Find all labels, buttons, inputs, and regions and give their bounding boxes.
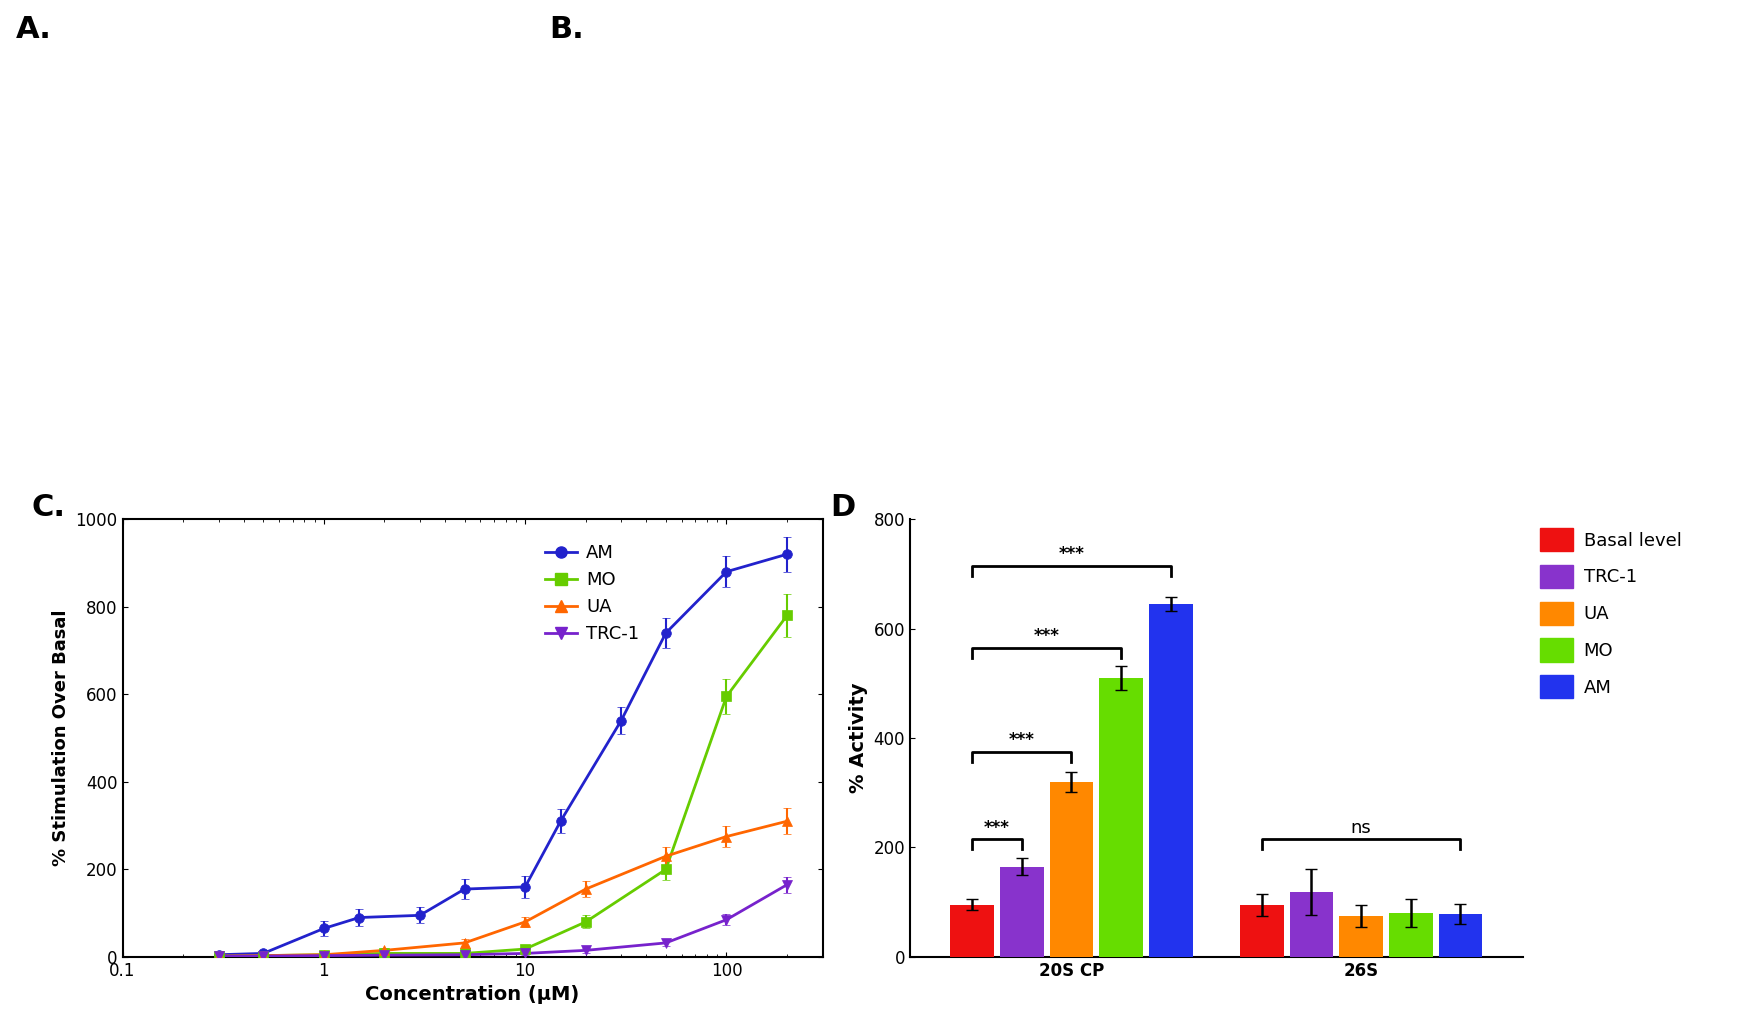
Bar bbox=[1290, 893, 1334, 957]
Bar bbox=[950, 905, 994, 957]
Text: B.: B. bbox=[550, 15, 584, 44]
Legend: AM, MO, UA, TRC-1: AM, MO, UA, TRC-1 bbox=[537, 536, 648, 651]
Bar bbox=[1099, 678, 1143, 957]
Bar bbox=[999, 866, 1043, 957]
Bar bbox=[1150, 604, 1192, 957]
Text: C.: C. bbox=[31, 493, 65, 522]
Bar bbox=[1241, 905, 1284, 957]
Bar bbox=[1050, 782, 1094, 957]
X-axis label: Concentration (μM): Concentration (μM) bbox=[366, 985, 579, 1005]
Text: A.: A. bbox=[16, 15, 52, 44]
Text: ***: *** bbox=[1059, 545, 1085, 563]
Bar bbox=[1438, 914, 1482, 957]
Y-axis label: % Activity: % Activity bbox=[849, 683, 868, 793]
Text: ***: *** bbox=[984, 818, 1010, 837]
Y-axis label: % Stimulation Over Basal: % Stimulation Over Basal bbox=[52, 610, 70, 866]
Bar bbox=[1339, 916, 1382, 957]
Text: ns: ns bbox=[1351, 818, 1372, 837]
Text: ***: *** bbox=[1008, 731, 1034, 749]
Bar bbox=[1390, 913, 1433, 957]
Text: D: D bbox=[831, 493, 856, 522]
Legend: Basal level, TRC-1, UA, MO, AM: Basal level, TRC-1, UA, MO, AM bbox=[1540, 528, 1682, 698]
Text: ***: *** bbox=[1034, 627, 1059, 645]
